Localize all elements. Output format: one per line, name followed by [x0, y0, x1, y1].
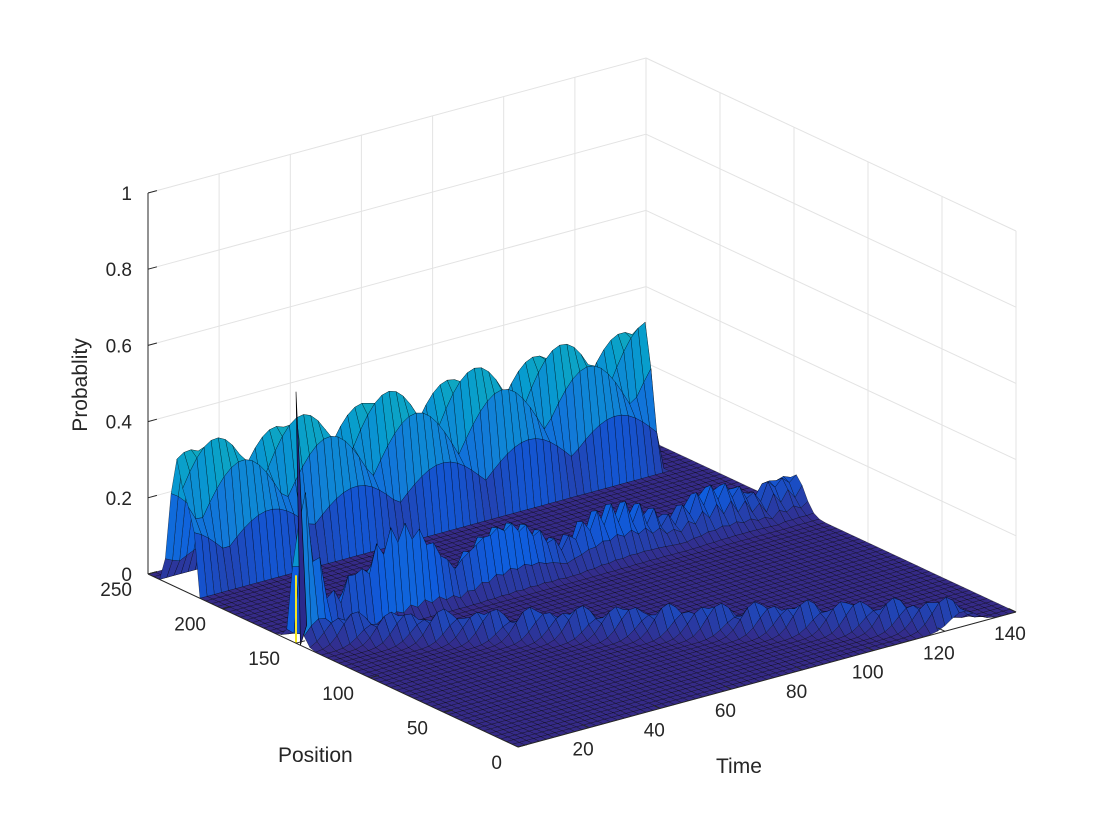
z-tick-label: 0.6 [106, 336, 132, 357]
grid-line [147, 57, 647, 194]
surface [147, 321, 1017, 748]
y-tick-label: 200 [174, 615, 206, 636]
grid-line [645, 209, 1017, 384]
z-tick-label: 0 [121, 565, 132, 586]
z-tick-mark [147, 266, 158, 270]
x-tick-label: 100 [852, 663, 884, 684]
y-tick-label: 0 [491, 753, 502, 774]
grid-line [645, 286, 1017, 461]
grid-line [147, 286, 647, 423]
z-tick-mark [147, 342, 158, 346]
y-tick-label: 100 [322, 684, 354, 705]
y-tick-label: 150 [248, 649, 280, 670]
y-axis-label: Position [278, 744, 353, 767]
x-tick-label: 120 [923, 643, 955, 664]
z-tick-label: 0.4 [106, 413, 133, 434]
z-tick-label: 0.8 [106, 260, 132, 281]
x-tick-label: 20 [573, 740, 594, 761]
x-tick-label: 80 [786, 682, 807, 703]
z-tick-label: 1 [121, 184, 132, 205]
z-axis-label: Probablity [69, 338, 92, 432]
z-tick-mark [147, 418, 158, 423]
z-tick-mark [147, 190, 158, 194]
z-tick-mark [147, 494, 158, 499]
x-tick-label: 60 [715, 701, 736, 722]
x-axis-label: Time [716, 755, 762, 778]
z-tick-label: 0.2 [106, 489, 132, 510]
x-tick-label: 140 [994, 624, 1026, 645]
x-tick-label: 40 [644, 720, 665, 741]
grid-line [645, 133, 1017, 308]
grid-line [147, 209, 647, 346]
grid-line [645, 57, 1017, 232]
y-tick-label: 50 [407, 718, 428, 739]
grid-line [147, 133, 647, 270]
grid-line [645, 362, 1017, 537]
